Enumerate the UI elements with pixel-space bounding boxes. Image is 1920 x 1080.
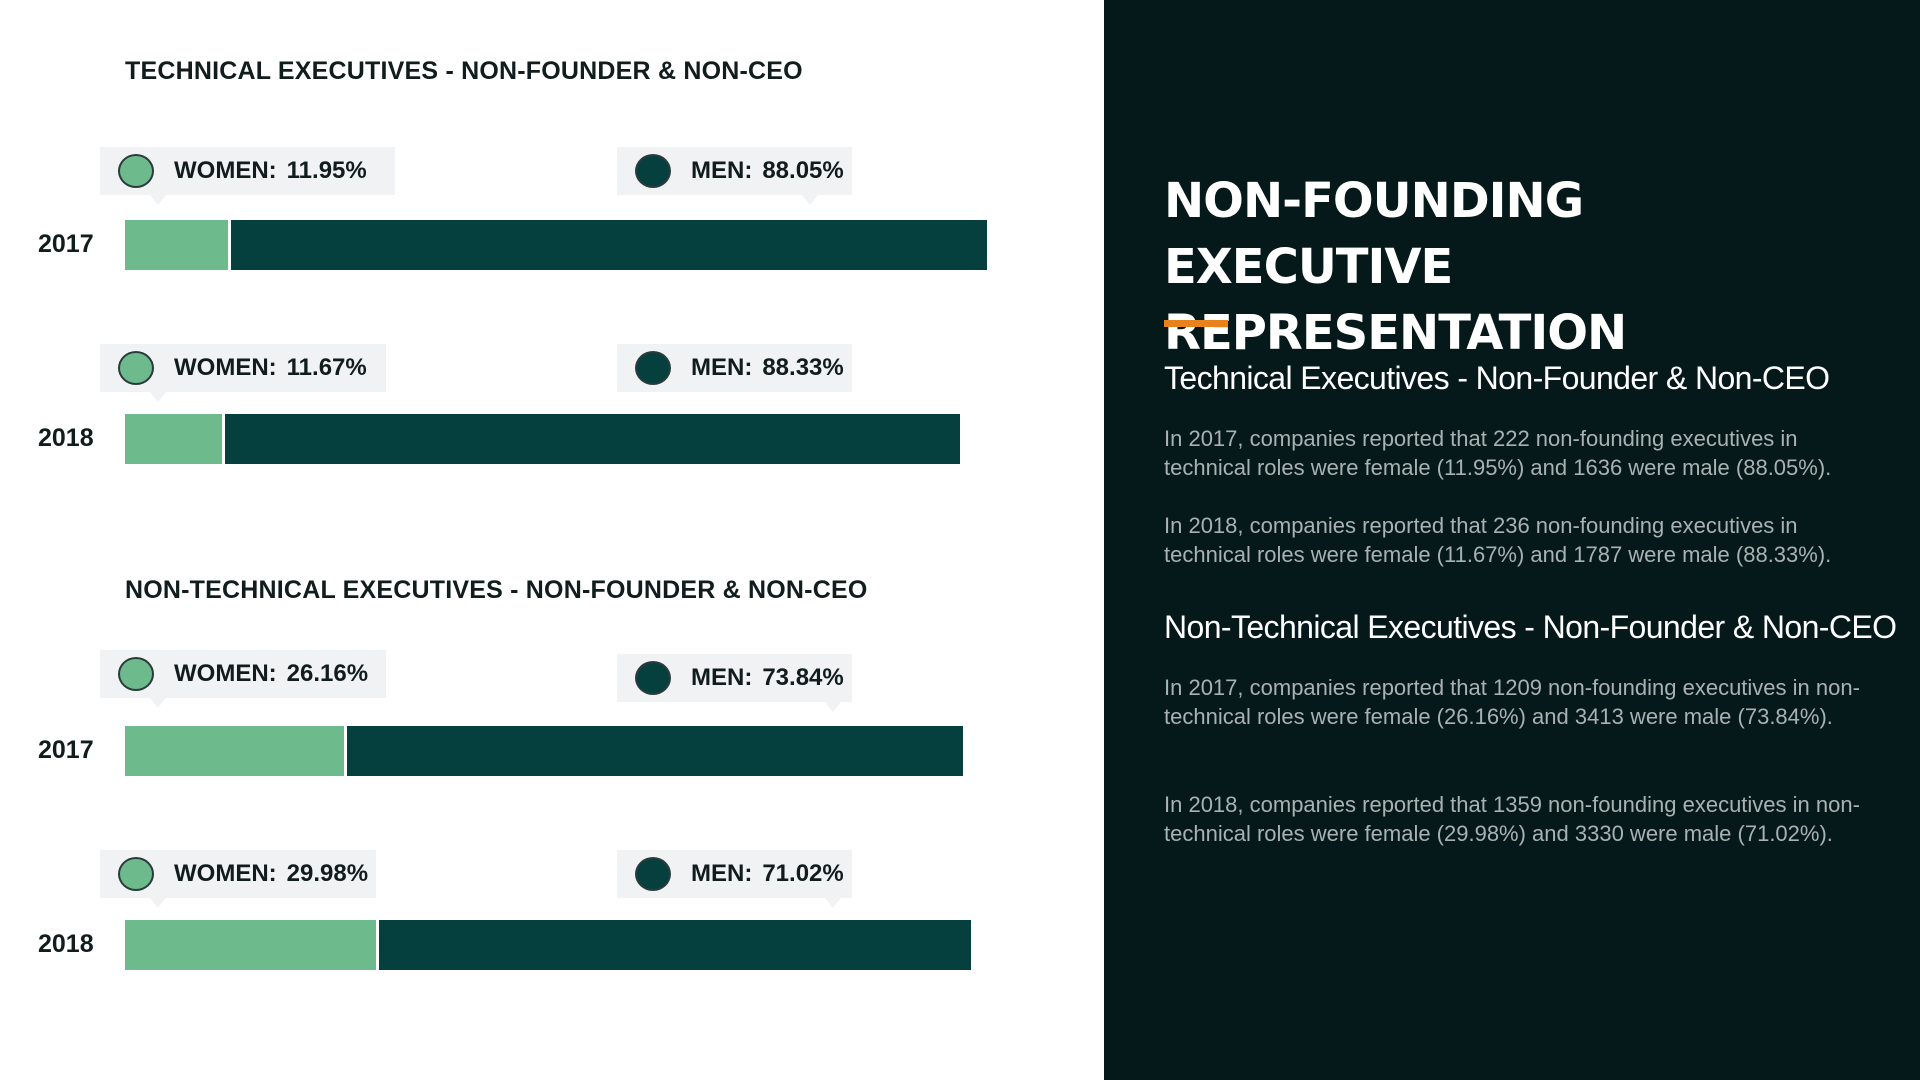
women-label: WOMEN: [174,660,277,687]
bar-segment-men [228,220,987,270]
year-label-technical-2017: 2017 [38,230,94,258]
women-value: 11.67% [286,354,367,381]
bar-segment-men [222,414,960,464]
men-callout-technical-2017: MEN: 88.05% [617,147,852,205]
men-label: MEN: [691,664,753,691]
men-callout-nontechnical-2017: MEN: 73.84% [617,654,852,712]
men-value: 88.33% [762,354,844,381]
panel-technical-2018-text: In 2018, companies reported that 236 non… [1164,513,1832,567]
women-legend-dot [118,657,154,691]
men-value: 71.02% [762,860,844,887]
year-label-nontechnical-2017: 2017 [38,736,94,764]
men-value: 88.05% [762,157,844,184]
men-legend-dot [635,154,671,188]
women-label: WOMEN: [174,354,277,381]
men-legend-dot [635,857,671,891]
women-callout-nontechnical-2018: WOMEN: 29.98% [100,850,376,908]
panel-technical-2017-text: In 2017, companies reported that 222 non… [1164,426,1832,480]
year-label-nontechnical-2018: 2018 [38,930,94,958]
year-label-technical-2018: 2018 [38,424,94,452]
women-callout-technical-2017: WOMEN: 11.95% [100,147,395,205]
bar-segment-women [125,920,377,970]
panel-title: NON-FOUNDING EXECUTIVE REPRESENTATION [1164,173,1627,361]
women-label: WOMEN: [174,157,277,184]
women-label: WOMEN: [174,860,277,887]
women-legend-dot [118,857,154,891]
summary-panel [1104,0,1920,1080]
men-callout-nontechnical-2018: MEN: 71.02% [617,850,852,908]
chart-title-technical: TECHNICAL EXECUTIVES - NON-FOUNDER & NON… [125,57,803,85]
men-legend-dot [635,351,671,385]
women-legend-dot [118,154,154,188]
women-value: 26.16% [286,660,369,687]
bar-segment-men [344,726,963,776]
men-label: MEN: [691,860,753,887]
women-value: 11.95% [286,157,367,184]
men-value: 73.84% [762,664,844,691]
women-callout-nontechnical-2017: WOMEN: 26.16% [100,650,386,708]
men-label: MEN: [691,157,753,184]
bar-technical-2017 [125,220,987,270]
panel-nontechnical-2017-text: In 2017, companies reported that 1209 no… [1164,675,1860,729]
bar-nontechnical-2017 [125,726,963,776]
panel-technical-heading: Technical Executives - Non-Founder & Non… [1164,360,1830,396]
men-legend-dot [635,661,671,695]
women-legend-dot [118,351,154,385]
bar-segment-women [125,220,228,270]
men-label: MEN: [691,354,753,381]
bar-segment-women [125,414,223,464]
women-callout-technical-2018: WOMEN: 11.67% [100,344,386,402]
bar-technical-2018 [125,414,960,464]
panel-nontechnical-heading: Non-Technical Executives - Non-Founder &… [1164,609,1897,645]
men-callout-technical-2018: MEN: 88.33% [617,344,852,392]
women-value: 29.98% [286,860,369,887]
bar-nontechnical-2018 [125,920,971,970]
panel-nontechnical-2018-text: In 2018, companies reported that 1359 no… [1164,792,1860,846]
bar-segment-women [125,726,345,776]
bar-segment-men [376,920,971,970]
chart-title-nontechnical: NON-TECHNICAL EXECUTIVES - NON-FOUNDER &… [125,576,868,604]
accent-rule [1164,320,1228,327]
